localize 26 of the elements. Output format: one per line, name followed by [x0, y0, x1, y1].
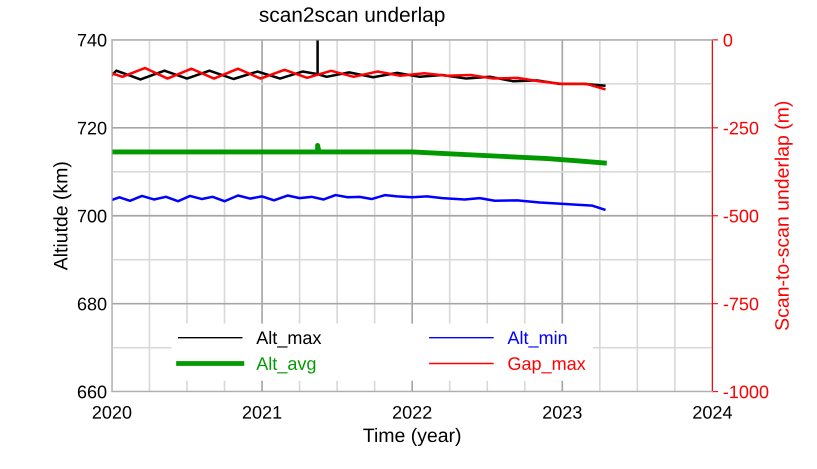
y2-tick-label: -500	[724, 210, 758, 222]
x-axis-title: Time (year)	[363, 428, 460, 446]
x-tick-label: 2020	[92, 406, 132, 419]
x-tick-label: 2021	[242, 406, 282, 419]
legend-label: Gap_max	[508, 357, 586, 374]
legend-label: Alt_min	[507, 330, 566, 348]
y2-tick-label: 0	[724, 34, 732, 47]
x-tick-label: 2022	[393, 406, 432, 419]
y2-axis-title: Scan-to-scan underlap (m)	[774, 102, 793, 330]
y-tick-label: 740	[78, 34, 106, 47]
y-tick-label: 720	[78, 122, 106, 135]
legend-label: Alt_avg	[256, 356, 316, 374]
y-tick-label: 680	[78, 298, 106, 310]
x-tick-label: 2023	[543, 406, 582, 419]
y2-tick-label: -250	[724, 122, 758, 135]
line-series	[112, 66, 606, 90]
y2-tick-label: -1000	[724, 386, 768, 398]
line-series	[112, 142, 607, 166]
x-tick-label: 2024	[693, 406, 732, 419]
y2-tick-label: -750	[724, 298, 758, 310]
y-axis-title: Altiutde (km)	[53, 162, 72, 270]
legend-label: Alt_max	[256, 330, 322, 348]
line-series	[112, 194, 606, 211]
y-tick-label: 700	[78, 210, 106, 222]
y-tick-label: 660	[78, 386, 106, 398]
chart-title: scan2scan underlap	[259, 6, 444, 26]
